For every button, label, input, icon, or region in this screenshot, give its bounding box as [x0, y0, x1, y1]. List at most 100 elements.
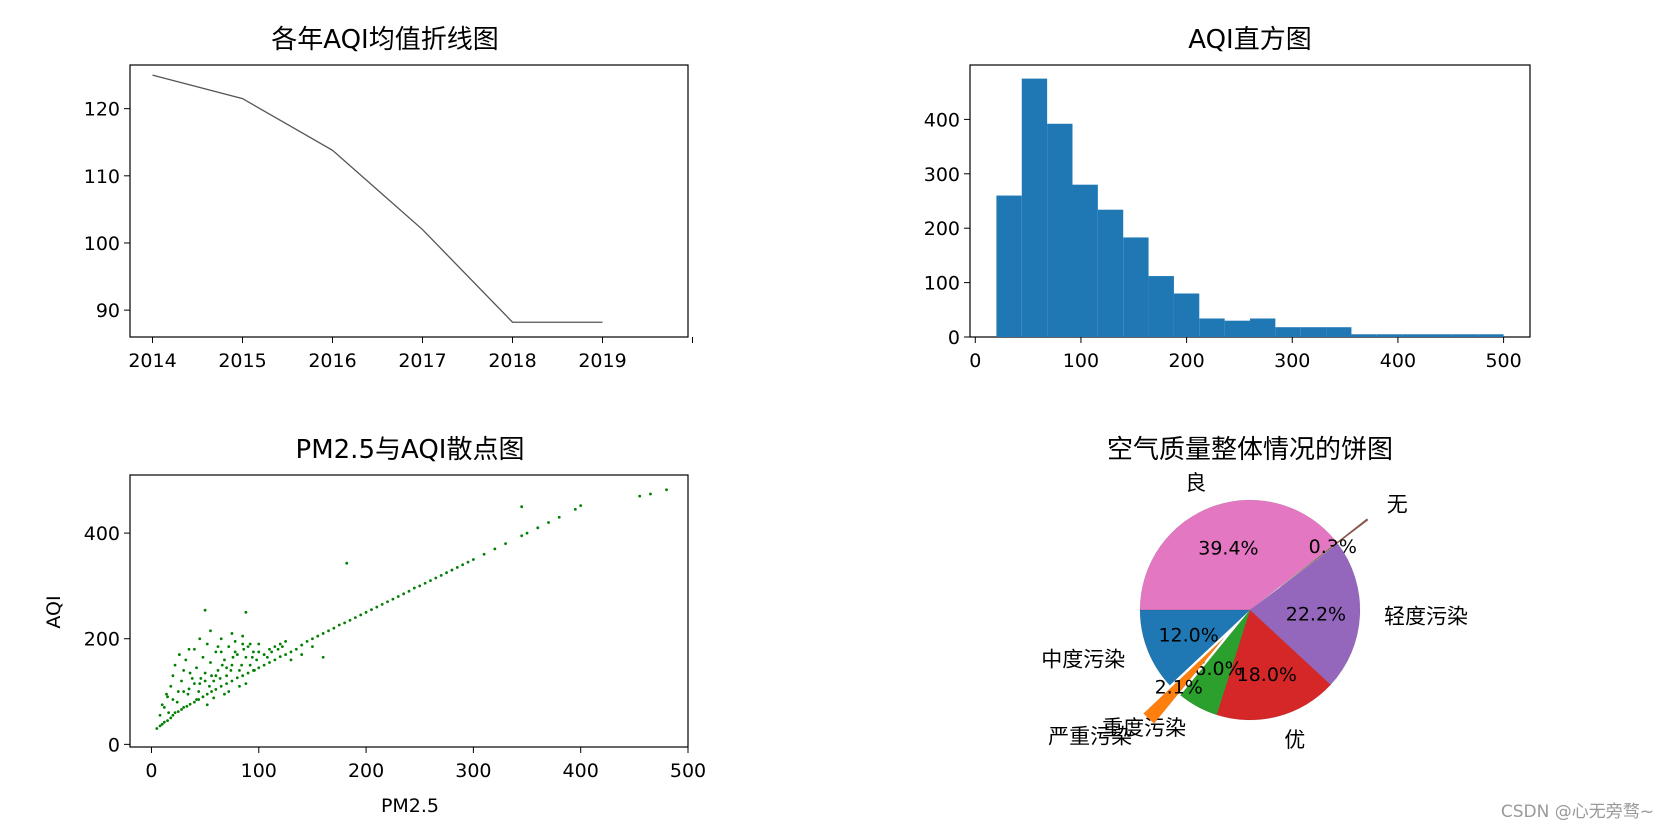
scatter-point [345, 561, 349, 565]
scatter-point [173, 711, 177, 715]
y-tick-label: 400 [924, 109, 960, 131]
pie-title: 空气质量整体情况的饼图 [1107, 435, 1393, 465]
scatter-point [557, 515, 561, 519]
y-tick-label: 110 [84, 166, 120, 188]
scatter-point [246, 645, 250, 649]
scatter-xlabel: PM2.5 [381, 795, 439, 817]
scatter-point [246, 671, 250, 675]
histogram-bar [1478, 334, 1504, 337]
scatter-point [219, 650, 223, 654]
scatter-point [240, 663, 244, 667]
scatter-point [169, 716, 173, 720]
histogram-marks: 0 100 200 300 400 500 0 100 200 300 400 [924, 78, 1522, 372]
scatter-point [412, 586, 416, 590]
pie-panel: 空气质量整体情况的饼图 良 39.4% 无 0.3% 轻度污染 22.2% 优 18.0% 重度… [1041, 435, 1468, 752]
scatter-point [231, 655, 235, 659]
scatter-point [176, 710, 180, 714]
scatter-point [579, 504, 583, 508]
scatter-point [638, 494, 642, 498]
histogram-bar [1173, 293, 1200, 337]
scatter-point [166, 695, 169, 699]
x-tick-label: 100 [241, 760, 277, 782]
scatter-point [198, 682, 202, 686]
x-tick-label: 2015 [218, 350, 266, 372]
scatter-point [242, 647, 246, 651]
scatter-point [223, 658, 226, 662]
scatter-point [175, 700, 179, 704]
pie-label: 重度污染 [1102, 716, 1186, 740]
x-tick-label: 300 [455, 760, 491, 782]
pie-slice [1216, 609, 1332, 721]
scatter-point [450, 568, 454, 572]
line-chart-panel: 各年AQI均值折线图 2014 2015 2016 2017 2018 2019 90 100… [84, 25, 693, 372]
histogram-bar [1021, 78, 1048, 337]
scatter-point [520, 505, 524, 509]
scatter-point [177, 653, 181, 656]
pie-slice [1143, 637, 1224, 724]
x-tick-label: 0 [969, 350, 981, 372]
scatter-point [198, 637, 202, 641]
scatter-point [248, 663, 252, 667]
scatter-point [359, 613, 363, 617]
scatter-point [203, 679, 207, 683]
histogram-panel: AQI直方图 0 100 200 300 400 500 0 100 200 300 400 [924, 25, 1531, 372]
line-chart-marks: 2014 2015 2016 2017 2018 2019 90 100 110 120 [84, 74, 693, 372]
scatter-point [284, 653, 287, 656]
scatter-point [171, 674, 175, 678]
histogram-bar [1224, 320, 1250, 337]
x-tick-label: 2016 [308, 350, 356, 372]
scatter-point [321, 632, 325, 635]
scatter-point [665, 488, 668, 492]
scatter-point [536, 526, 540, 530]
y-tick-label: 0 [948, 327, 960, 349]
pie-percent-label: 12.0% [1158, 624, 1218, 646]
pie-slice [1139, 609, 1251, 686]
scatter-point [212, 679, 216, 683]
scatter-point [238, 684, 241, 688]
scatter-point [305, 639, 309, 643]
scatter-point [187, 687, 191, 691]
y-tick-label: 300 [924, 164, 960, 186]
scatter-panel: PM2.5与AQI散点图 0 100 200 300 400 500 0 200 400 PM2… [43, 435, 706, 817]
scatter-point [230, 632, 234, 635]
x-tick-label: 500 [1485, 350, 1521, 372]
scatter-point [203, 671, 207, 675]
scatter-point [332, 626, 336, 630]
x-tick-label: 200 [1168, 350, 1204, 372]
pie-percent-label: 22.2% [1286, 603, 1346, 625]
scatter-point [262, 653, 266, 656]
scatter-point [300, 643, 304, 647]
histogram-bar [1376, 334, 1403, 337]
histogram-bar [1402, 334, 1428, 337]
scatter-point [185, 704, 189, 708]
scatter-point [649, 492, 652, 496]
scatter-point [216, 669, 220, 672]
scatter-point [162, 720, 166, 724]
x-tick-label: 2019 [578, 350, 626, 372]
scatter-point [227, 645, 231, 649]
x-tick-label: 500 [670, 760, 706, 782]
scatter-point [270, 650, 274, 654]
scatter-point [205, 703, 209, 707]
watermark-text: CSDN @心无旁骛~ [1500, 802, 1654, 822]
scatter-point [353, 616, 357, 620]
scatter-point [225, 674, 228, 678]
pie-label: 优 [1284, 728, 1305, 752]
pie-slice [1280, 518, 1369, 587]
x-tick-label: 0 [145, 760, 157, 782]
scatter-point [182, 690, 186, 693]
scatter-point [241, 642, 245, 646]
scatter-point [547, 521, 550, 524]
scatter-point [167, 711, 171, 715]
y-tick-label: 200 [924, 218, 960, 240]
pie-marks: 良 39.4% 无 0.3% 轻度污染 22.2% 优 18.0% 重度污染 6.0% 严重污染 2.… [1041, 471, 1468, 752]
scatter-point [573, 507, 577, 511]
x-tick-label: 400 [1380, 350, 1416, 372]
pie-percent-label: 18.0% [1237, 664, 1297, 686]
scatter-point [471, 558, 475, 561]
pie-percent-label: 39.4% [1198, 538, 1258, 560]
scatter-point [171, 698, 175, 701]
pie-slice [1139, 499, 1337, 611]
scatter-point [265, 655, 269, 659]
scatter-point [165, 692, 168, 696]
